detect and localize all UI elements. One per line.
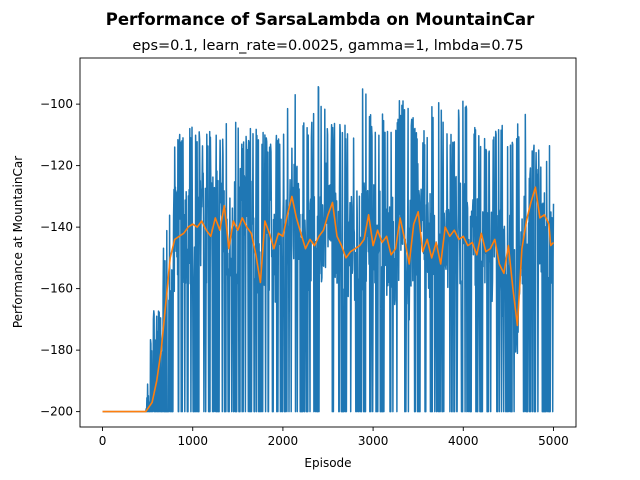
y-tick-label: −180 [40, 343, 73, 357]
x-tick-label: 1000 [177, 434, 208, 448]
plot-area [102, 85, 555, 413]
chart-subtitle: eps=0.1, learn_rate=0.0025, gamma=1, lmb… [132, 38, 523, 54]
x-tick-label: 5000 [538, 434, 569, 448]
series-per-episode [102, 85, 555, 413]
x-axis: 0 1000 2000 3000 4000 5000 [99, 427, 569, 448]
y-tick-label: −200 [40, 405, 73, 419]
x-tick-label: 2000 [268, 434, 299, 448]
x-axis-label: Episode [304, 456, 351, 470]
x-tick-label: 4000 [448, 434, 479, 448]
y-axis-label: Performance at MountainCar [11, 156, 25, 328]
x-tick-label: 3000 [358, 434, 389, 448]
series-moving-average [102, 186, 555, 413]
chart-title: Performance of SarsaLambda on MountainCa… [106, 10, 535, 29]
y-tick-label: −160 [40, 282, 73, 296]
axes-frame [79, 57, 577, 428]
y-tick-label: −100 [40, 97, 73, 111]
x-tick-label: 0 [99, 434, 107, 448]
y-tick-label: −120 [40, 159, 73, 173]
y-tick-label: −140 [40, 220, 73, 234]
y-axis: −200 −180 −160 −140 −120 −100 [40, 97, 80, 419]
